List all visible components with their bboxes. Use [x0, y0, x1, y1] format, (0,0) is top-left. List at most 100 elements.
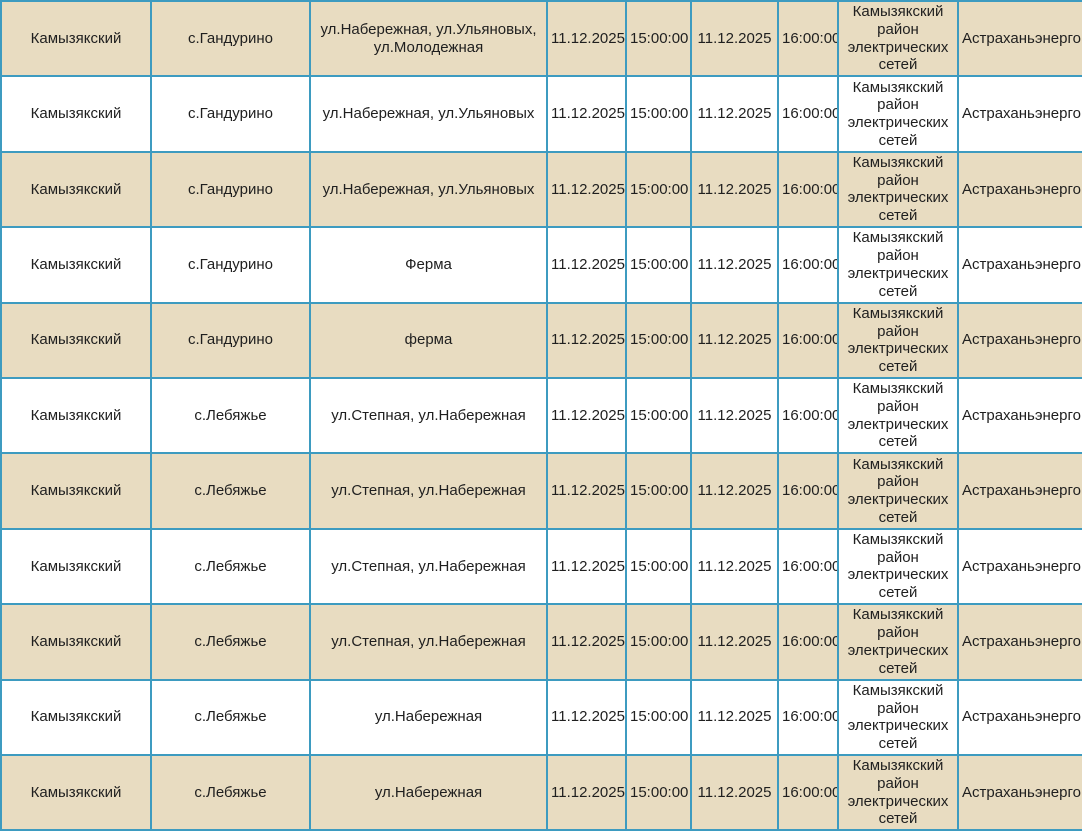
cell-company: Астраханьэнерго: [957, 376, 1082, 455]
cell-start-time: 15:00:00: [625, 301, 692, 379]
cell-end-time: 16:00:00: [777, 75, 839, 153]
cell-network-branch: Камызякский район электрических сетей: [837, 678, 959, 756]
table-row: Камызякский с.Гандурино ферма 11.12.2025 15:…: [0, 301, 1082, 379]
cell-company: Астраханьэнерго: [957, 678, 1082, 756]
cell-start-date: 11.12.2025: [546, 603, 627, 681]
cell-settlement: с.Гандурино: [150, 226, 311, 304]
cell-district: Камызякский: [0, 150, 152, 229]
cell-start-time: 15:00:00: [625, 753, 692, 831]
cell-end-date: 11.12.2025: [690, 753, 779, 831]
cell-district: Камызякский: [0, 301, 152, 379]
cell-district: Камызякский: [0, 376, 152, 455]
cell-start-time: 15:00:00: [625, 226, 692, 304]
cell-end-time: 16:00:00: [777, 376, 839, 455]
cell-settlement: с.Лебяжье: [150, 678, 311, 756]
cell-end-date: 11.12.2025: [690, 376, 779, 455]
table-row: Камызякский с.Лебяжье ул.Степная, ул.Набер…: [0, 603, 1082, 681]
cell-company: Астраханьэнерго: [957, 226, 1082, 304]
cell-district: Камызякский: [0, 452, 152, 530]
cell-network-branch: Камызякский район электрических сетей: [837, 150, 959, 229]
cell-end-time: 16:00:00: [777, 527, 839, 606]
cell-start-time: 15:00:00: [625, 75, 692, 153]
cell-end-time: 16:00:00: [777, 0, 839, 78]
cell-end-date: 11.12.2025: [690, 75, 779, 153]
cell-streets: ул.Набережная, ул.Ульяновых: [309, 75, 548, 153]
cell-district: Камызякский: [0, 678, 152, 756]
cell-settlement: с.Лебяжье: [150, 527, 311, 606]
table-row: Камызякский с.Гандурино ул.Набережная, ул.…: [0, 75, 1082, 153]
table-row: Камызякский с.Лебяжье ул.Набережная 11.12.2…: [0, 678, 1082, 756]
cell-end-time: 16:00:00: [777, 603, 839, 681]
cell-network-branch: Камызякский район электрических сетей: [837, 376, 959, 455]
cell-streets: ул.Степная, ул.Набережная: [309, 527, 548, 606]
cell-network-branch: Камызякский район электрических сетей: [837, 753, 959, 831]
cell-streets: ферма: [309, 301, 548, 379]
cell-network-branch: Камызякский район электрических сетей: [837, 527, 959, 606]
cell-start-time: 15:00:00: [625, 150, 692, 229]
cell-end-date: 11.12.2025: [690, 452, 779, 530]
cell-start-time: 15:00:00: [625, 0, 692, 78]
table-row: Камызякский с.Лебяжье ул.Набережная 11.12.2…: [0, 753, 1082, 831]
cell-network-branch: Камызякский район электрических сетей: [837, 75, 959, 153]
table-row: Камызякский с.Лебяжье ул.Степная, ул.Набер…: [0, 527, 1082, 606]
cell-end-date: 11.12.2025: [690, 603, 779, 681]
cell-streets: ул.Набережная, ул.Ульяновых, ул.Молодежн…: [309, 0, 548, 78]
cell-streets: ул.Степная, ул.Набережная: [309, 376, 548, 455]
cell-network-branch: Камызякский район электрических сетей: [837, 301, 959, 379]
cell-network-branch: Камызякский район электрических сетей: [837, 0, 959, 78]
cell-end-date: 11.12.2025: [690, 0, 779, 78]
cell-streets: Ферма: [309, 226, 548, 304]
cell-settlement: с.Лебяжье: [150, 452, 311, 530]
cell-settlement: с.Гандурино: [150, 150, 311, 229]
cell-network-branch: Камызякский район электрических сетей: [837, 452, 959, 530]
cell-start-date: 11.12.2025: [546, 678, 627, 756]
cell-start-date: 11.12.2025: [546, 301, 627, 379]
cell-company: Астраханьэнерго: [957, 603, 1082, 681]
cell-end-date: 11.12.2025: [690, 226, 779, 304]
cell-start-date: 11.12.2025: [546, 226, 627, 304]
cell-company: Астраханьэнерго: [957, 527, 1082, 606]
cell-company: Астраханьэнерго: [957, 150, 1082, 229]
cell-district: Камызякский: [0, 226, 152, 304]
cell-settlement: с.Лебяжье: [150, 376, 311, 455]
cell-start-time: 15:00:00: [625, 452, 692, 530]
cell-streets: ул.Набережная, ул.Ульяновых: [309, 150, 548, 229]
table-row: Камызякский с.Гандурино ул.Набережная, ул.…: [0, 0, 1082, 78]
cell-start-date: 11.12.2025: [546, 0, 627, 78]
cell-company: Астраханьэнерго: [957, 0, 1082, 78]
cell-end-date: 11.12.2025: [690, 301, 779, 379]
cell-end-date: 11.12.2025: [690, 527, 779, 606]
table-row: Камызякский с.Лебяжье ул.Степная, ул.Набер…: [0, 452, 1082, 530]
cell-streets: ул.Степная, ул.Набережная: [309, 452, 548, 530]
cell-streets: ул.Набережная: [309, 753, 548, 831]
cell-company: Астраханьэнерго: [957, 301, 1082, 379]
cell-company: Астраханьэнерго: [957, 753, 1082, 831]
cell-start-time: 15:00:00: [625, 376, 692, 455]
cell-district: Камызякский: [0, 603, 152, 681]
cell-start-date: 11.12.2025: [546, 452, 627, 530]
cell-start-time: 15:00:00: [625, 603, 692, 681]
cell-start-date: 11.12.2025: [546, 527, 627, 606]
table-row: Камызякский с.Гандурино ул.Набережная, ул.…: [0, 150, 1082, 229]
cell-end-time: 16:00:00: [777, 301, 839, 379]
cell-streets: ул.Степная, ул.Набережная: [309, 603, 548, 681]
table-row: Камызякский с.Лебяжье ул.Степная, ул.Набер…: [0, 376, 1082, 455]
cell-end-time: 16:00:00: [777, 452, 839, 530]
cell-end-time: 16:00:00: [777, 150, 839, 229]
cell-settlement: с.Лебяжье: [150, 753, 311, 831]
cell-settlement: с.Гандурино: [150, 301, 311, 379]
cell-start-time: 15:00:00: [625, 678, 692, 756]
cell-start-date: 11.12.2025: [546, 753, 627, 831]
cell-settlement: с.Гандурино: [150, 0, 311, 78]
cell-settlement: с.Лебяжье: [150, 603, 311, 681]
cell-network-branch: Камызякский район электрических сетей: [837, 226, 959, 304]
cell-end-date: 11.12.2025: [690, 150, 779, 229]
cell-start-time: 15:00:00: [625, 527, 692, 606]
cell-end-date: 11.12.2025: [690, 678, 779, 756]
cell-end-time: 16:00:00: [777, 678, 839, 756]
cell-start-date: 11.12.2025: [546, 376, 627, 455]
cell-start-date: 11.12.2025: [546, 75, 627, 153]
cell-settlement: с.Гандурино: [150, 75, 311, 153]
